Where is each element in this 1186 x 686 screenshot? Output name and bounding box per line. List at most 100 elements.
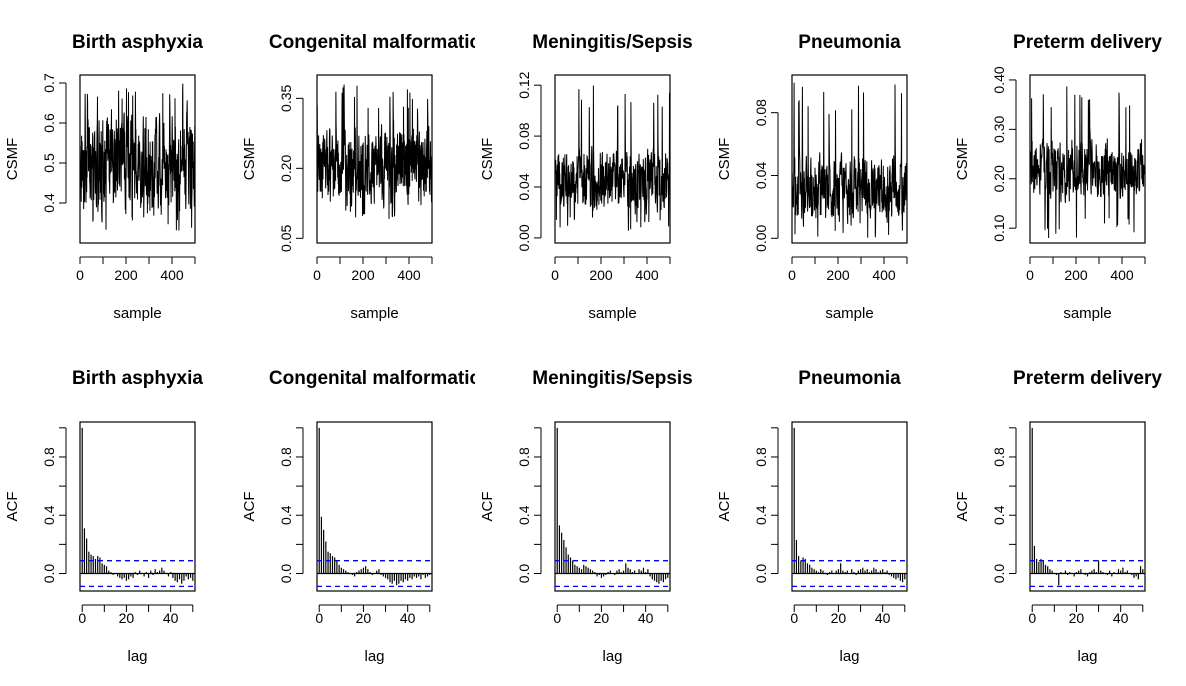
trace-3-y-axis-label: CSMF: [479, 138, 496, 181]
trace-5-x-tick-label: 200: [1064, 267, 1088, 283]
acf-5-title: Preterm delivery: [1013, 368, 1162, 389]
acf-4-x-tick-label: 20: [831, 610, 847, 626]
acf-5-x-axis-label: lag: [1077, 648, 1097, 665]
trace-3-x-tick-label: 0: [551, 267, 559, 283]
trace-4-x-axis-label: sample: [825, 305, 873, 322]
trace-3-x-tick-label: 400: [635, 267, 659, 283]
trace-1-x-tick-label: 0: [76, 267, 84, 283]
acf-5-panel: Preterm delivery 0.0 0.4 0.8 ACF 0 20 40 lag: [954, 368, 1162, 665]
acf-1-x-axis-label: lag: [127, 648, 147, 665]
trace-1-x-tick-label: 400: [160, 267, 184, 283]
trace-2-x-tick-label: 200: [351, 267, 375, 283]
trace-5-x-tick-label: 0: [1026, 267, 1034, 283]
trace-4-title: Pneumonia: [798, 32, 901, 53]
trace-5-y-axis-label: CSMF: [954, 138, 971, 181]
acf-5-y-tick-label: 0.4: [991, 505, 1007, 525]
trace-5-trace-line: [1029, 86, 1146, 239]
trace-5-title: Preterm delivery: [1013, 32, 1162, 53]
acf-1-y-axis-label: ACF: [4, 492, 21, 522]
acf-5-y-tick-label: 0.8: [991, 447, 1007, 467]
acf-4-plot-box: [791, 421, 908, 592]
acf-2-y-axis-label: ACF: [241, 492, 258, 522]
acf-4-x-tick-label: 0: [790, 610, 798, 626]
acf-2-y-tick-label: 0.0: [278, 564, 294, 584]
acf-3-y-tick-label: 0.0: [516, 564, 532, 584]
trace-1-x-tick-label: 200: [114, 267, 138, 283]
acf-2-x-tick-label: 40: [400, 610, 416, 626]
acf-2-panel: Congenital malformatic 0.0 0.4 0.8 ACF 0 20 40 l…: [241, 368, 481, 665]
trace-1-y-tick-label: 0.4: [41, 193, 57, 213]
acf-2-x-tick-label: 0: [315, 610, 323, 626]
trace-5-y-tick-label: 0.10: [991, 214, 1007, 241]
acf-4-title: Pneumonia: [798, 368, 901, 389]
trace-4-trace-line: [791, 82, 908, 238]
acf-5-y-tick-label: 0.0: [991, 564, 1007, 584]
acf-4-y-tick-label: 0.4: [753, 505, 769, 525]
trace-3-y-tick-label: 0.12: [516, 71, 532, 98]
trace-4-x-tick-label: 0: [788, 267, 796, 283]
trace-5-x-tick-label: 400: [1110, 267, 1134, 283]
acf-2-x-axis-label: lag: [364, 648, 384, 665]
trace-1-trace-line: [79, 83, 196, 231]
trace-5-y-tick-label: 0.20: [991, 165, 1007, 192]
trace-3-trace-line: [554, 85, 671, 231]
trace-2-y-tick-label: 0.20: [278, 154, 294, 181]
trace-1-title: Birth asphyxia: [72, 32, 203, 53]
trace-2-plot-box: [316, 74, 433, 244]
acf-1-y-tick-label: 0.8: [41, 447, 57, 467]
acf-3-x-tick-label: 40: [638, 610, 654, 626]
acf-5-y-axis-label: ACF: [954, 492, 971, 522]
trace-4-panel: Pneumonia 0.00 0.04 0.08 CSMF 0 200 400 sample: [716, 32, 908, 322]
acf-3-x-tick-label: 0: [553, 610, 561, 626]
trace-2-x-tick-label: 0: [313, 267, 321, 283]
acf-1-y-tick-label: 0.0: [41, 564, 57, 584]
trace-5-panel: Preterm delivery 0.10 0.20 0.30 0.40 CSMF 0 200…: [954, 32, 1162, 322]
acf-1-x-tick-label: 20: [119, 610, 135, 626]
acf-3-y-tick-label: 0.4: [516, 505, 532, 525]
trace-1-panel: Birth asphyxia 0.4 0.5 0.6 0.7 CSMF 0 200 400 sam…: [4, 32, 203, 322]
acf-3-panel: Meningitis/Sepsis 0.0 0.4 0.8 ACF 0 20 40 lag: [479, 368, 693, 665]
acf-3-y-axis-label: ACF: [479, 492, 496, 522]
acf-2-plot-box: [316, 421, 433, 592]
acf-5-x-tick-label: 0: [1028, 610, 1036, 626]
trace-2-x-tick-label: 400: [397, 267, 421, 283]
acf-3-title: Meningitis/Sepsis: [532, 368, 692, 389]
trace-2-y-tick-label: 0.35: [278, 84, 294, 111]
trace-5-x-axis-label: sample: [1063, 305, 1111, 322]
trace-1-x-axis-label: sample: [113, 305, 161, 322]
acf-4-y-tick-label: 0.8: [753, 447, 769, 467]
trace-3-panel: Meningitis/Sepsis 0.00 0.04 0.08 0.12 CSMF 0 20…: [479, 32, 693, 322]
acf-2-title: Congenital malformatic: [269, 368, 481, 389]
trace-5-plot-box: [1029, 74, 1146, 244]
trace-1-y-tick-label: 0.5: [41, 153, 57, 173]
trace-4-x-tick-label: 200: [826, 267, 850, 283]
acf-4-panel: Pneumonia 0.0 0.4 0.8 ACF 0 20 40 lag: [716, 368, 908, 665]
acf-1-plot-box: [79, 421, 196, 592]
trace-2-title: Congenital malformatic: [269, 32, 481, 53]
trace-4-x-tick-label: 400: [872, 267, 896, 283]
trace-4-y-axis-label: CSMF: [716, 138, 733, 181]
acf-3-x-tick-label: 20: [594, 610, 610, 626]
trace-1-y-axis-label: CSMF: [4, 138, 21, 181]
acf-3-y-tick-label: 0.8: [516, 447, 532, 467]
acf-1-x-tick-label: 0: [78, 610, 86, 626]
trace-5-y-tick-label: 0.30: [991, 116, 1007, 143]
trace-5-y-tick-label: 0.40: [991, 66, 1007, 93]
acf-1-y-tick-label: 0.4: [41, 505, 57, 525]
trace-2-x-axis-label: sample: [350, 305, 398, 322]
trace-1-y-tick-label: 0.6: [41, 113, 57, 133]
trace-4-plot-box: [791, 74, 908, 244]
acf-2-y-tick-label: 0.4: [278, 505, 294, 525]
trace-4-y-tick-label: 0.04: [753, 162, 769, 189]
acf-1-x-tick-label: 40: [163, 610, 179, 626]
trace-3-y-tick-label: 0.00: [516, 224, 532, 251]
trace-3-x-axis-label: sample: [588, 305, 636, 322]
trace-2-y-tick-label: 0.05: [278, 224, 294, 251]
trace-2-y-axis-label: CSMF: [241, 138, 258, 181]
trace-3-y-tick-label: 0.08: [516, 122, 532, 149]
acf-3-plot-box: [554, 421, 671, 592]
trace-2-panel: Congenital malformatic 0.05 0.20 0.35 CSMF 0 2…: [241, 32, 481, 322]
acf-4-y-tick-label: 0.0: [753, 564, 769, 584]
acf-3-x-axis-label: lag: [602, 648, 622, 665]
